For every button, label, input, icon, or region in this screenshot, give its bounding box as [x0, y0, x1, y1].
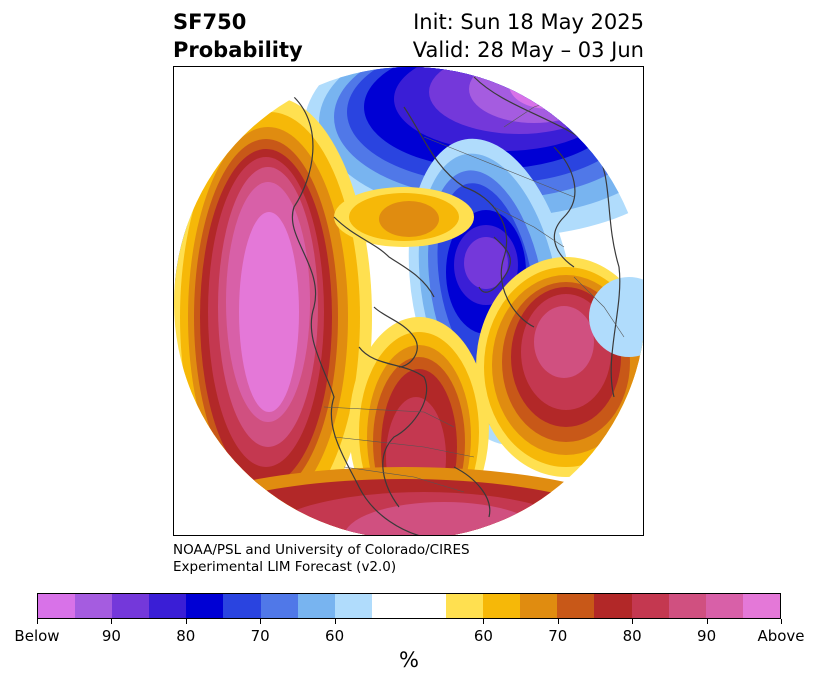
map-frame	[173, 66, 644, 536]
colorbar-tick-label: 90	[697, 627, 717, 645]
colorbar-tick-mark	[632, 619, 634, 624]
colorbar-swatch	[186, 594, 224, 618]
colorbar-swatch	[112, 594, 150, 618]
valid-dates: Valid: 28 May – 03 Jun	[412, 38, 644, 62]
colorbar-tick-mark	[557, 619, 559, 624]
colorbar-swatch	[75, 594, 113, 618]
above-anomaly-north-pacific	[174, 97, 372, 535]
credit-line-2: Experimental LIM Forecast (v2.0)	[173, 559, 397, 575]
init-date: Init: Sun 18 May 2025	[413, 10, 644, 34]
colorbar-swatch	[742, 594, 780, 618]
variable-type: Probability	[173, 38, 303, 62]
colorbar-tick-mark	[37, 619, 38, 624]
probability-map	[174, 67, 643, 535]
colorbar-swatch	[446, 594, 484, 618]
colorbar-tick-label: 90	[101, 627, 121, 645]
colorbar-tick-label: Above	[757, 627, 805, 645]
colorbar	[37, 593, 781, 619]
colorbar-tick-label: Below	[14, 627, 60, 645]
colorbar-swatch	[631, 594, 669, 618]
colorbar-tick-label: 80	[622, 627, 642, 645]
colorbar-tick-label: 60	[325, 627, 345, 645]
credit-text: NOAA/PSL and University of Colorado/CIRE…	[173, 542, 470, 576]
colorbar-swatch	[705, 594, 743, 618]
coastlines	[291, 76, 621, 535]
colorbar-swatch	[260, 594, 298, 618]
colorbar-swatch	[483, 594, 521, 618]
colorbar-swatch	[520, 594, 558, 618]
colorbar-tick-mark	[706, 619, 708, 624]
above-anomaly-arctic	[334, 187, 474, 247]
credit-line-1: NOAA/PSL and University of Colorado/CIRE…	[173, 542, 470, 558]
colorbar-tick-mark	[185, 619, 187, 624]
colorbar-swatch	[668, 594, 706, 618]
colorbar-swatch	[223, 594, 261, 618]
above-anomaly-southern-band	[174, 467, 643, 535]
colorbar-tick-mark	[334, 619, 336, 624]
colorbar-tick-mark	[483, 619, 485, 624]
colorbar-unit: %	[399, 648, 419, 672]
political-borders	[323, 96, 625, 493]
colorbar-tick-mark	[781, 619, 782, 624]
colorbar-swatch	[594, 594, 632, 618]
colorbar-tick-label: 70	[250, 627, 270, 645]
colorbar-swatch	[297, 594, 335, 618]
colorbar-tick-label: 60	[473, 627, 493, 645]
above-anomaly-europe-edge	[589, 277, 643, 357]
colorbar-tick-mark	[111, 619, 113, 624]
colorbar-swatch	[557, 594, 595, 618]
colorbar-tick-mark	[260, 619, 262, 624]
title-left: SF750 Probability	[173, 8, 303, 64]
colorbar-swatch	[334, 594, 372, 618]
colorbar-swatch	[38, 594, 76, 618]
colorbar-tick-label: 80	[176, 627, 196, 645]
colorbar-swatch	[408, 594, 447, 618]
colorbar-tick-label: 70	[548, 627, 568, 645]
variable-name: SF750	[173, 10, 247, 34]
title-right: Init: Sun 18 May 2025 Valid: 28 May – 03…	[413, 8, 644, 64]
colorbar-swatch	[371, 594, 409, 618]
colorbar-swatch	[149, 594, 187, 618]
